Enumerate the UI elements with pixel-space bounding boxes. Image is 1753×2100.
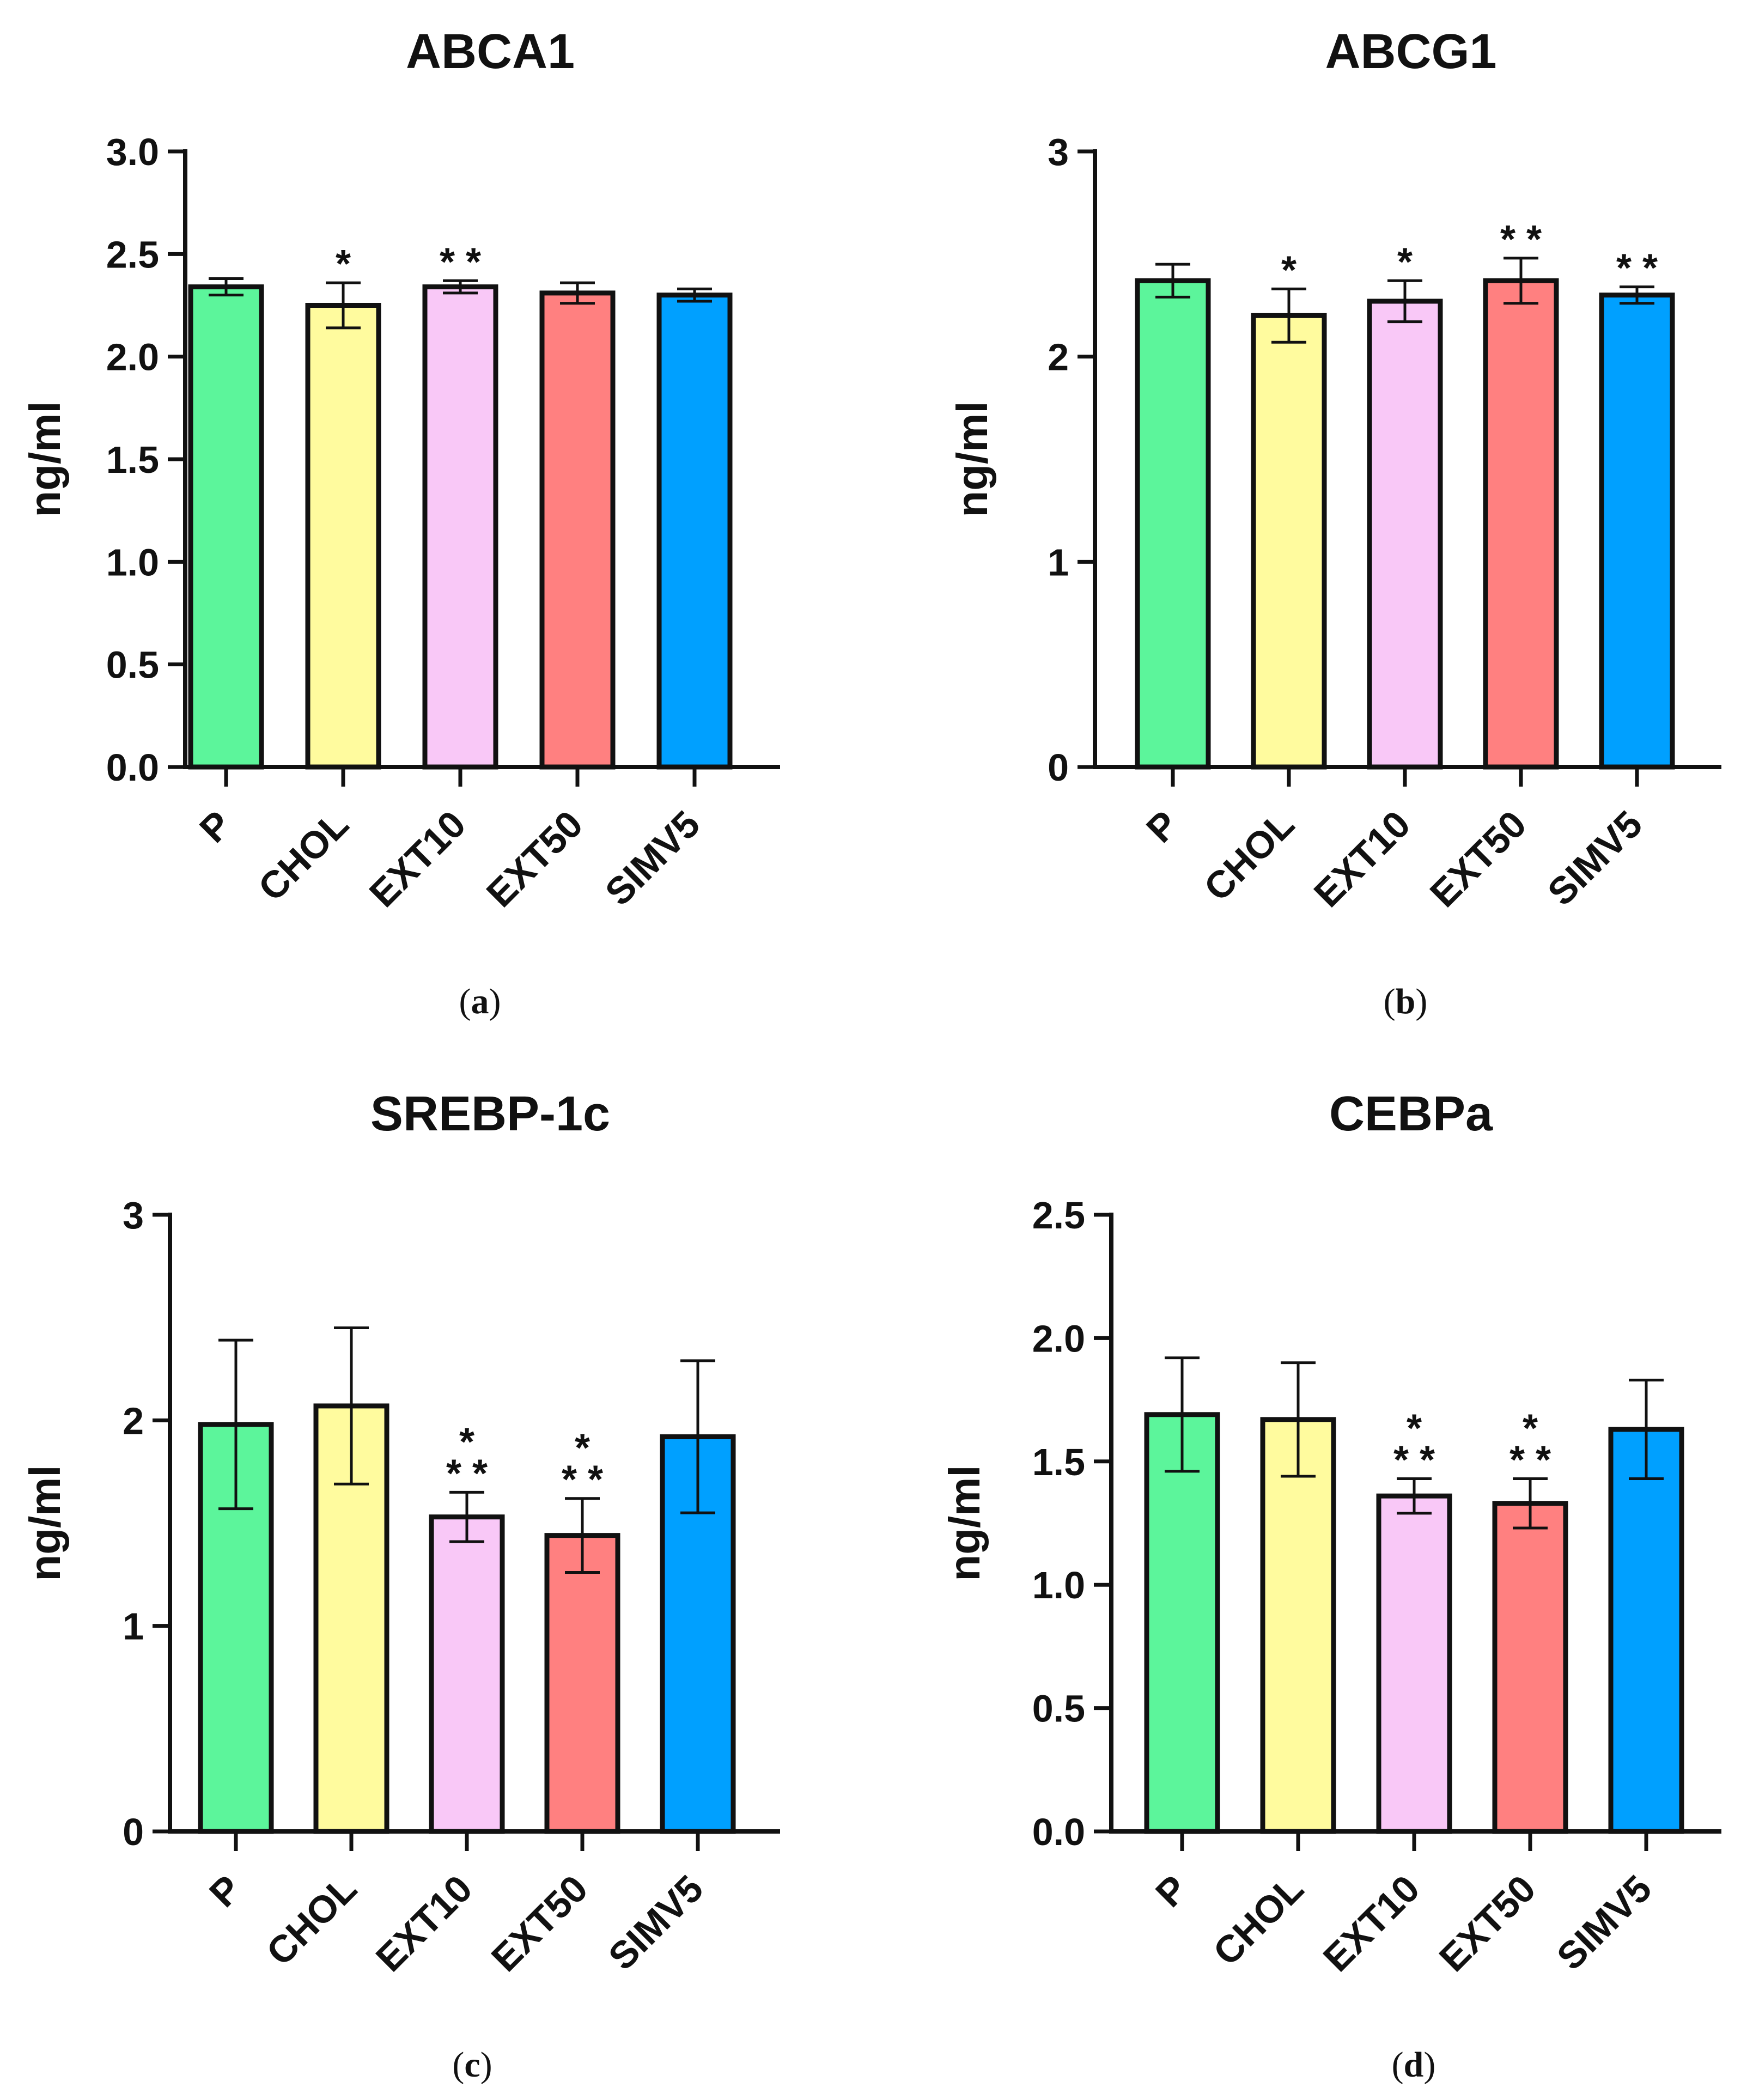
- bar-ext50: [539, 290, 616, 770]
- x-tick-label: SIMV5: [1539, 802, 1651, 914]
- y-tick-label: 0.5: [106, 644, 159, 686]
- bar-chol: [305, 303, 381, 770]
- bar-ext10: [429, 1514, 505, 1834]
- bar-p: [188, 284, 264, 770]
- bar-simv5: [1599, 293, 1675, 770]
- bar-p: [1144, 1412, 1220, 1834]
- y-tick-label: 1: [123, 1605, 144, 1648]
- y-tick-label: 0.0: [1032, 1811, 1085, 1853]
- x-tick-label: SIMV5: [597, 802, 708, 914]
- y-tick-label: 1.0: [106, 541, 159, 583]
- significance-marker: * *: [1616, 247, 1658, 290]
- significance-marker: * *: [1393, 1438, 1435, 1482]
- x-tick-label: EXT10: [368, 1867, 480, 1979]
- chart-panel-a: ABCA1 ng/ml 0.0 0.5 1.0 1.5 2.0 2.5 3.0 P * CHOL * *…: [21, 25, 780, 1021]
- y-tick-label: 0.0: [106, 746, 159, 789]
- x-tick-label: EXT50: [1431, 1867, 1543, 1979]
- x-tick-label: SIMV5: [600, 1867, 711, 1978]
- bar-chol: [313, 1403, 389, 1834]
- x-tick-label: EXT10: [1315, 1867, 1427, 1979]
- x-tick-label: CHOL: [1205, 1867, 1311, 1973]
- panel-label: (a): [459, 982, 501, 1021]
- x-tick-label: EXT10: [361, 802, 473, 915]
- x-tick-label: CHOL: [258, 1867, 364, 1973]
- panel-label: (c): [452, 2045, 492, 2085]
- y-axis-label: ng/ml: [21, 1465, 69, 1581]
- x-tick-label: P: [1147, 1867, 1195, 1915]
- significance-marker: *: [459, 1420, 474, 1464]
- y-axis-label: ng/ml: [948, 401, 996, 517]
- y-tick-label: 2.5: [106, 233, 159, 276]
- bar-ext50: [1492, 1501, 1568, 1834]
- x-tick-label: CHOL: [250, 802, 356, 909]
- y-tick-label: 1.5: [106, 439, 159, 481]
- chart-title: CEBPa: [1329, 1087, 1493, 1141]
- significance-marker: *: [336, 242, 351, 286]
- y-tick-label: 2: [1048, 336, 1069, 379]
- y-tick-label: 3: [123, 1194, 144, 1237]
- significance-marker: *: [1407, 1407, 1422, 1450]
- x-tick-label: EXT50: [483, 1867, 595, 1979]
- x-tick-label: CHOL: [1196, 802, 1302, 909]
- bar-simv5: [656, 293, 733, 770]
- y-tick-label: 2.0: [106, 336, 159, 379]
- significance-marker: * *: [562, 1458, 603, 1502]
- y-tick-label: 0.5: [1032, 1688, 1085, 1730]
- x-tick-label: SIMV5: [1549, 1867, 1660, 1978]
- significance-marker: * *: [1500, 218, 1542, 261]
- significance-marker: * *: [440, 240, 481, 284]
- panel-label: (b): [1384, 982, 1428, 1021]
- chart-title: ABCG1: [1325, 25, 1496, 79]
- y-axis-label: ng/ml: [21, 401, 69, 517]
- significance-marker: *: [1281, 248, 1297, 292]
- x-tick-label: P: [201, 1867, 249, 1915]
- bar-ext10: [1376, 1493, 1452, 1834]
- significance-marker: *: [1397, 240, 1413, 284]
- x-tick-label: P: [191, 802, 239, 850]
- y-tick-label: 2.5: [1032, 1194, 1085, 1237]
- bar-ext10: [1367, 299, 1443, 770]
- x-tick-label: P: [1138, 802, 1186, 850]
- bar-ext50: [544, 1533, 620, 1834]
- bar-ext10: [422, 284, 498, 770]
- panel-label: (d): [1392, 2045, 1436, 2085]
- bar-chol: [1251, 313, 1327, 770]
- chart-panel-b: ABCG1 ng/ml 0 1 2 3 P * CHOL * EXT10 * * EXT50 * * SIM…: [948, 25, 1721, 1021]
- significance-marker: *: [1523, 1407, 1538, 1450]
- y-tick-label: 3.0: [106, 131, 159, 173]
- y-tick-label: 0: [123, 1811, 144, 1853]
- y-tick-label: 2.0: [1032, 1317, 1085, 1360]
- bar-ext50: [1483, 278, 1559, 770]
- y-tick-label: 1.5: [1032, 1441, 1085, 1483]
- y-tick-label: 1: [1048, 541, 1069, 583]
- x-tick-label: EXT50: [478, 802, 591, 915]
- y-tick-label: 0: [1048, 746, 1069, 789]
- significance-marker: *: [575, 1427, 590, 1470]
- y-tick-label: 3: [1048, 131, 1069, 173]
- bar-simv5: [1608, 1427, 1684, 1834]
- significance-marker: * *: [1509, 1438, 1551, 1482]
- chart-title: ABCA1: [406, 25, 575, 79]
- significance-marker: * *: [446, 1452, 488, 1495]
- bar-p: [1135, 278, 1211, 770]
- x-tick-label: EXT50: [1422, 802, 1534, 915]
- y-tick-label: 2: [123, 1399, 144, 1442]
- x-tick-label: EXT10: [1306, 802, 1418, 915]
- y-axis-label: ng/ml: [940, 1465, 989, 1581]
- chart-title: SREBP-1c: [370, 1087, 610, 1141]
- y-tick-label: 1.0: [1032, 1564, 1085, 1606]
- bar-chol: [1260, 1417, 1336, 1834]
